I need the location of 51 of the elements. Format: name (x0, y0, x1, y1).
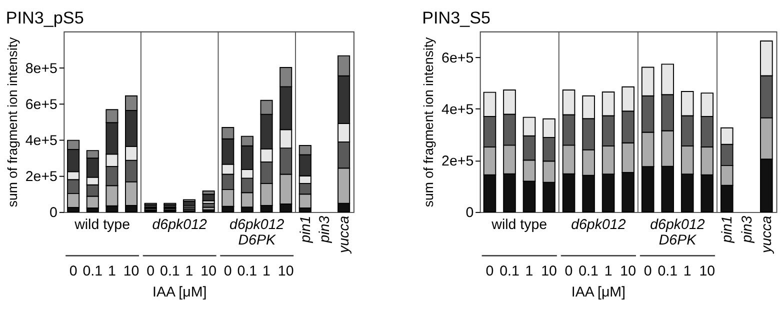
y-axis-title: sum of fragment ion intensity (421, 36, 436, 208)
x-tick-label: 0 (564, 264, 573, 280)
x-tick-label: pin1 (720, 216, 736, 244)
x-axis-title: IAA [μM] (571, 284, 626, 301)
text: d6pk012 D6PK (230, 217, 284, 248)
y-tick-label: 4e+5 (442, 102, 474, 118)
x-tick-label: pin3 (739, 216, 756, 244)
x-tick-label: 1 (525, 264, 534, 280)
x-tick-label: 10 (278, 264, 294, 280)
x-tick-label: 10 (620, 264, 636, 280)
x-tick-label: 1 (108, 264, 116, 280)
chart-title: PIN3_S5 (422, 8, 491, 28)
x-tick-label: 0.1 (500, 264, 520, 280)
x-tick-label: 0 (644, 264, 652, 280)
x-tick-label: 1 (262, 264, 271, 280)
x-axis-title: IAA [μM] (152, 284, 207, 301)
x-tick-label: 0.1 (82, 264, 103, 280)
y-tick-label: 6e+5 (25, 96, 58, 113)
x-tick-label: 0.1 (578, 264, 599, 280)
x-tick-label: 1 (683, 264, 692, 280)
y-tick-label: 0 (50, 205, 58, 222)
x-tick-label: 1 (604, 264, 612, 280)
y-axis-title: sum of fragment ion intensity (4, 36, 20, 208)
x-tick-label: 0 (224, 264, 232, 280)
x-tick-label: yucca (759, 216, 776, 254)
text: wild type (490, 217, 548, 234)
y-tick-label: 8e+5 (25, 60, 58, 77)
x-tick-label: 10 (699, 264, 716, 280)
text: wild type (74, 217, 130, 234)
y-tick-label: 2e+5 (25, 169, 58, 186)
x-tick-label: 10 (200, 264, 217, 280)
x-tick-label: 1 (185, 264, 194, 280)
y-tick-label: 2e+5 (442, 154, 474, 170)
x-tick-label: 10 (123, 264, 140, 280)
x-tick-label: yucca (336, 216, 353, 254)
y-tick-label: 6e+5 (442, 50, 474, 66)
x-tick-label: 0 (69, 264, 78, 280)
x-tick-label: 0 (146, 264, 155, 280)
text: d6pk012 (571, 217, 626, 234)
y-tick-label: 0 (466, 205, 474, 222)
text: d6pk012 (152, 217, 207, 234)
x-tick-label: pin1 (298, 216, 314, 244)
x-tick-label: 0 (486, 264, 494, 280)
x-tick-label: 10 (541, 264, 558, 280)
x-tick-label: 0.1 (237, 264, 258, 280)
text: d6pk012 D6PK (650, 217, 705, 248)
x-tick-label: 0.1 (658, 264, 678, 280)
y-tick-label: 4e+5 (25, 132, 58, 149)
x-tick-label: 0.1 (160, 264, 180, 280)
x-tick-label: pin3 (317, 216, 334, 244)
chart-title: PIN3_pS5 (6, 8, 84, 28)
